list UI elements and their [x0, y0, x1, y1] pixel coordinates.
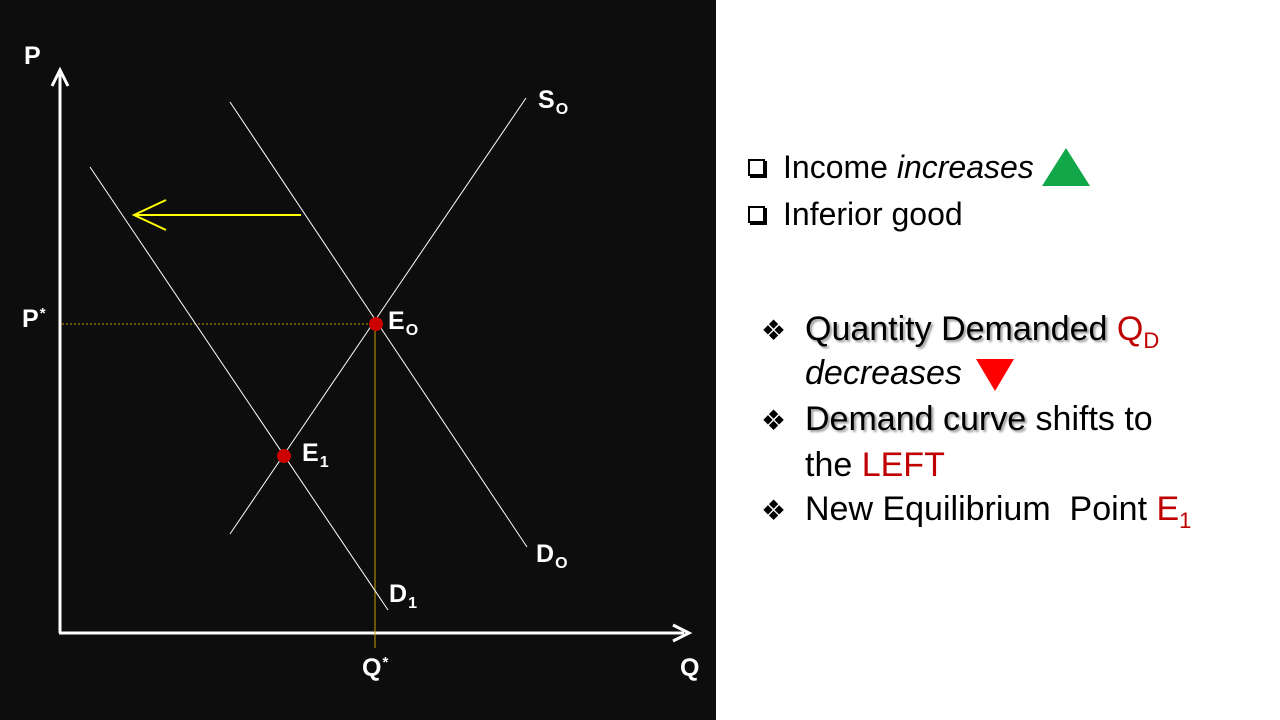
condition-income-italic: increases	[896, 148, 1034, 185]
diamond-bullet-icon: ❖	[761, 315, 787, 346]
effect-quantity-demanded-cont: decreases	[761, 354, 1014, 392]
supply-curve-s0	[229, 97, 527, 535]
e1-symbol: E1	[1156, 490, 1192, 533]
q-star-label: Q*	[362, 654, 389, 682]
shifts-to-text: shifts to	[1026, 400, 1153, 438]
price-axis-label: P	[24, 42, 41, 70]
condition-inferior-text: Inferior good	[783, 196, 963, 232]
equilibrium-point-e0	[369, 317, 383, 331]
demand-curve-d1	[89, 166, 389, 611]
supply-demand-diagram: P Q P* Q* SO DO D1 EO E1	[0, 0, 716, 720]
effect-demand-curve-cont: the LEFT	[761, 448, 945, 482]
equilibrium-point-e1	[277, 449, 291, 463]
down-triangle-icon	[975, 359, 1014, 392]
equilibrium-e1-label: E1	[302, 439, 329, 471]
condition-income: Income increases	[748, 148, 1090, 186]
effect-demand-curve: ❖ Demand curve shifts to	[761, 402, 1153, 436]
checkbox-bullet-icon	[748, 158, 765, 176]
qd-symbol: QD	[1116, 310, 1160, 353]
explanation-panel: Income increases Inferior good ❖ Quantity…	[716, 0, 1280, 720]
diamond-bullet-icon: ❖	[761, 405, 787, 436]
left-text: LEFT	[861, 446, 945, 484]
up-triangle-icon	[1041, 148, 1090, 186]
equilibrium-e0-label: EO	[388, 307, 419, 339]
p-star-label: P*	[22, 305, 46, 333]
new-equilibrium-text: New Equilibrium Point	[805, 490, 1157, 528]
the-text: the	[805, 446, 862, 484]
decreases-text: decreases	[805, 354, 962, 392]
condition-income-text: Income	[783, 148, 897, 185]
demand-curve-text: Demand curve	[805, 400, 1027, 438]
condition-inferior: Inferior good	[748, 196, 963, 233]
shift-arrow-head	[131, 199, 167, 231]
supply-curve-label: SO	[538, 86, 569, 118]
effect-quantity-demanded: ❖ Quantity Demanded QD	[761, 310, 1160, 353]
quantity-axis-label: Q	[680, 654, 700, 682]
price-axis-arrowhead	[50, 66, 70, 87]
effect-new-equilibrium: ❖ New Equilibrium Point E1	[761, 490, 1192, 533]
diagram-canvas	[50, 66, 693, 648]
demand-curve-d0-label: DO	[536, 540, 568, 572]
effect-quantity-demanded-text: Quantity Demanded	[805, 310, 1108, 348]
quantity-axis-arrowhead	[672, 623, 693, 643]
checkbox-bullet-icon	[748, 206, 765, 223]
diamond-bullet-icon: ❖	[761, 495, 787, 526]
demand-curve-d1-label: D1	[389, 580, 417, 612]
